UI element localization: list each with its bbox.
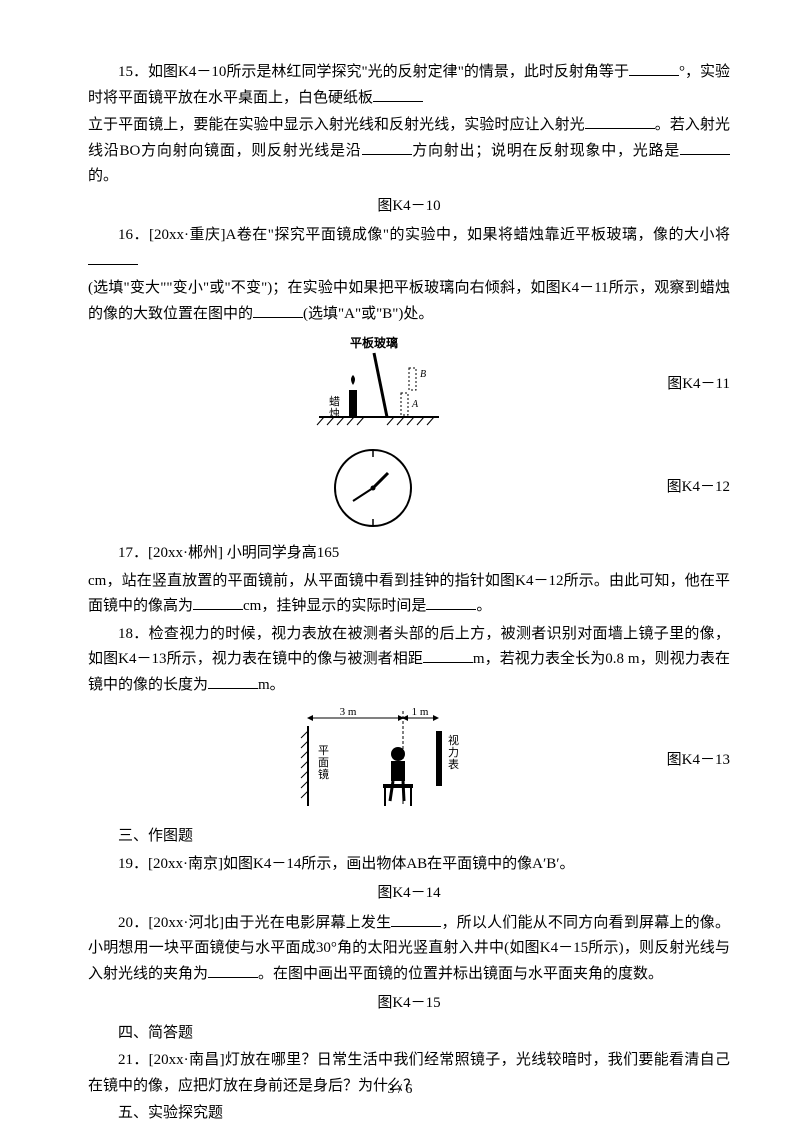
q15-text: 15．如图K4－10所示是林红同学探究"光的反射定律"的情景，此时反射角等于 <box>118 64 629 80</box>
q20-text: 20．[20xx·河北]由于光在电影屏幕上发生 <box>118 915 391 931</box>
q15-text: 立于平面镜上，要能在实验中显示入射光线和反射光线，实验时应让入射光 <box>88 117 585 133</box>
question-16-cont: (选填"变大""变小"或"不变")；在实验中如果把平板玻璃向右倾斜，如图K4－1… <box>88 276 730 327</box>
q19-text: 19．[20xx·南京]如图K4－14所示，画出物体AB在平面镜中的像A′B′。 <box>118 856 575 872</box>
q17-text: 17．[20xx·郴州] 小明同学身高165 <box>118 545 339 561</box>
blank <box>362 140 412 155</box>
question-15: 15．如图K4－10所示是林红同学探究"光的反射定律"的情景，此时反射角等于°，… <box>88 60 730 111</box>
dist-3m: 3 m <box>340 706 357 718</box>
blank <box>423 648 473 663</box>
mirror-label: 平 <box>318 745 329 757</box>
candle-label2: 烛 <box>329 407 340 420</box>
blank <box>193 595 243 610</box>
question-20: 20．[20xx·河北]由于光在电影屏幕上发生，所以人们能从不同方向看到屏幕上的… <box>88 911 730 988</box>
question-17-cont: cm，站在竖直放置的平面镜前，从平面镜中看到挂钟的指针如图K4－12所示。由此可… <box>88 569 730 620</box>
q16-text: 16．[20xx·重庆]A卷在"探究平面镜成像"的实验中，如果将蜡烛靠近平板玻璃… <box>118 227 730 243</box>
figure-label-k4-14: 图K4－14 <box>88 881 730 907</box>
section-4-heading: 四、简答题 <box>88 1021 730 1047</box>
question-17: 17．[20xx·郴州] 小明同学身高165 <box>88 541 730 567</box>
question-19: 19．[20xx·南京]如图K4－14所示，画出物体AB在平面镜中的像A′B′。 <box>88 852 730 878</box>
figure-label-k4-13: 图K4－13 <box>667 748 730 774</box>
blank <box>208 674 258 689</box>
q18-text: m。 <box>258 677 285 693</box>
figure-k4-12: 图K4－12 <box>88 443 730 533</box>
question-18: 18．检查视力的时候，视力表放在被测者头部的后上方，被测者识别对面墙上镜子里的像… <box>88 622 730 699</box>
chart-label: 表 <box>448 757 459 771</box>
blank <box>373 87 423 102</box>
blank <box>585 114 655 129</box>
label-a: A <box>411 399 419 410</box>
blank <box>88 250 138 265</box>
blank <box>680 140 730 155</box>
label-b: B <box>420 369 426 380</box>
chart-label: 力 <box>448 746 459 759</box>
q15-text: 方向射出；说明在反射现象中，光路是 <box>412 143 680 159</box>
section-5-heading: 五、实验探究题 <box>88 1101 730 1127</box>
candle-glass-diagram: 平板玻璃 蜡 烛 A B <box>299 335 449 435</box>
figure-k4-13: 平 面 镜 3 m 1 m 视 力 表 图K4－13 <box>88 706 730 816</box>
q17-text: 。 <box>476 598 491 614</box>
blank <box>426 595 476 610</box>
q17-text: cm，挂钟显示的实际时间是 <box>243 598 426 614</box>
section-3-heading: 三、作图题 <box>88 824 730 850</box>
mirror-label: 面 <box>318 757 329 769</box>
question-15-cont: 立于平面镜上，要能在实验中显示入射光线和反射光线，实验时应让入射光。若入射光线沿… <box>88 113 730 190</box>
blank <box>391 912 441 927</box>
q20-text: 。在图中画出平面镜的位置并标出镜面与水平面夹角的度数。 <box>258 966 663 982</box>
glass-label: 平板玻璃 <box>350 335 398 350</box>
question-16: 16．[20xx·重庆]A卷在"探究平面镜成像"的实验中，如果将蜡烛靠近平板玻璃… <box>88 223 730 274</box>
q16-text: (选填"A"或"B")处。 <box>303 306 433 322</box>
vision-test-diagram: 平 面 镜 3 m 1 m 视 力 表 <box>273 706 473 816</box>
q15-text: 的。 <box>88 168 118 184</box>
blank <box>208 963 258 978</box>
figure-k4-11: 平板玻璃 蜡 烛 A B 图K4－11 <box>88 335 730 435</box>
clock-diagram <box>328 443 418 533</box>
mirror-label: 镜 <box>318 767 329 781</box>
page-footer: 3 / 6 <box>0 1078 800 1102</box>
candle-label: 蜡 <box>329 395 340 408</box>
dist-1m: 1 m <box>412 706 429 718</box>
figure-label-k4-12: 图K4－12 <box>667 475 730 501</box>
figure-label-k4-10: 图K4－10 <box>88 194 730 220</box>
figure-label-k4-11: 图K4－11 <box>667 372 730 398</box>
chart-label: 视 <box>448 733 459 747</box>
blank <box>253 303 303 318</box>
blank <box>629 61 679 76</box>
figure-label-k4-15: 图K4－15 <box>88 991 730 1017</box>
